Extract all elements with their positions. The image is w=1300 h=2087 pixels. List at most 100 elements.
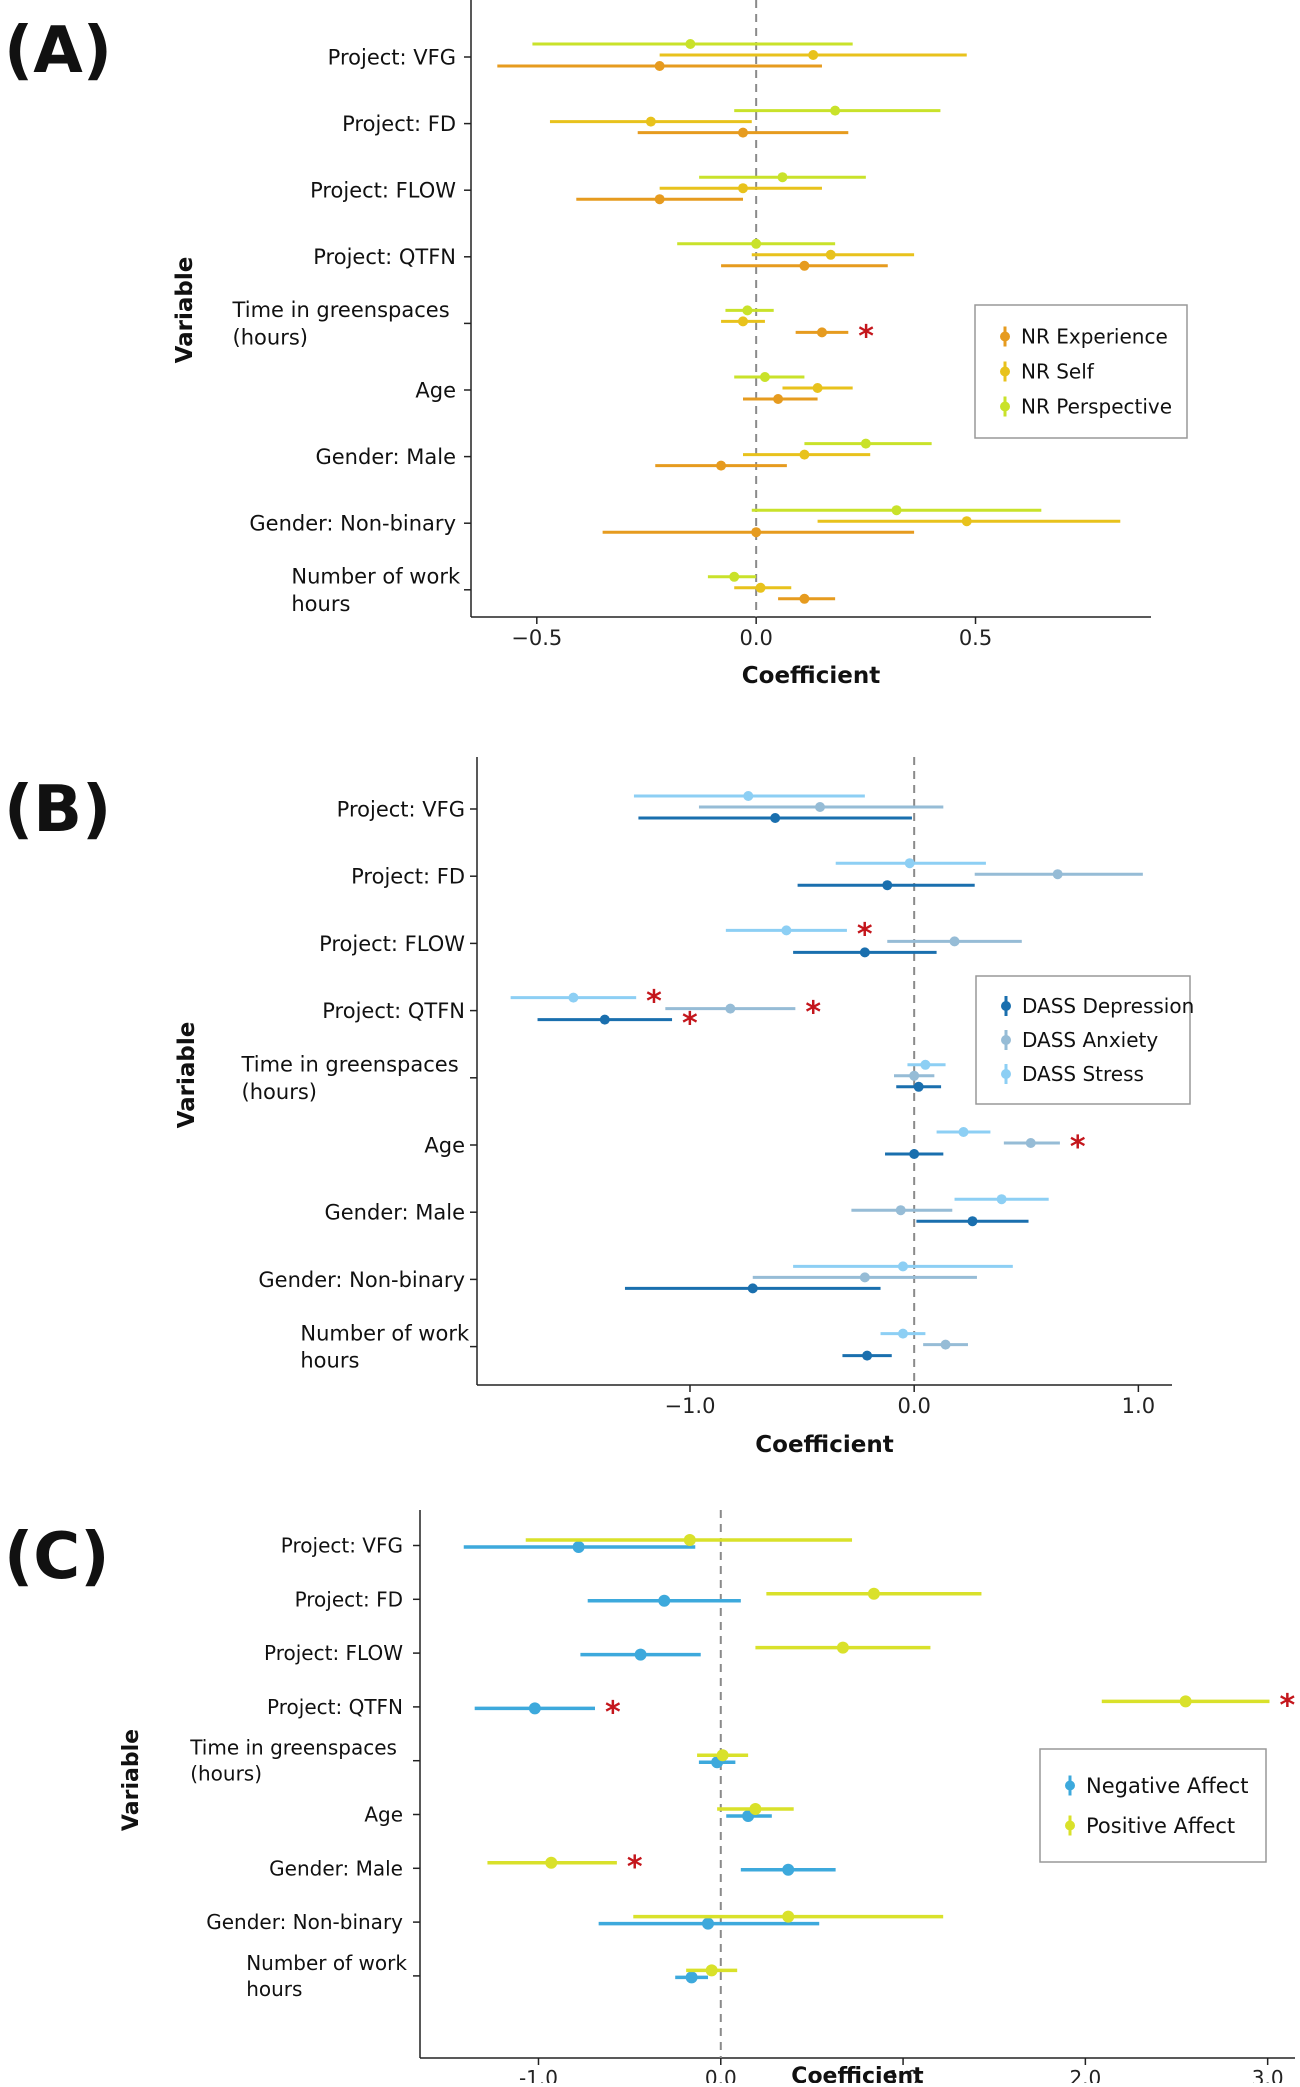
legend-box bbox=[1039, 1748, 1267, 1863]
legend-key-point bbox=[1000, 331, 1010, 342]
y-tick-label-line: Project: FLOW bbox=[310, 179, 456, 203]
point-estimate bbox=[685, 39, 696, 49]
y-tick-label-line: Age bbox=[364, 1803, 403, 1827]
point-estimate bbox=[830, 105, 841, 116]
point-estimate bbox=[815, 802, 826, 812]
point-estimate bbox=[904, 858, 915, 869]
point-estimate bbox=[799, 260, 810, 271]
x-axis-title: Coefficient bbox=[742, 663, 880, 689]
y-tick-label: Project: VFG bbox=[337, 797, 465, 821]
y-tick-label-line: Time in greenspaces bbox=[232, 298, 450, 322]
point-estimate bbox=[742, 305, 753, 316]
y-tick-label-line: hours bbox=[291, 592, 350, 616]
point-estimate bbox=[545, 1856, 558, 1869]
point-estimate bbox=[859, 1272, 870, 1283]
y-tick-label-line: Gender: Non-binary bbox=[249, 512, 456, 536]
point-estimate bbox=[920, 1059, 931, 1070]
legend-box bbox=[974, 304, 1188, 439]
y-tick-label-line: Gender: Male bbox=[324, 1201, 465, 1225]
x-tick-label: -1.0 bbox=[519, 2066, 558, 2083]
y-tick-label: Project: FLOW bbox=[310, 179, 456, 203]
y-tick-label-line: hours bbox=[300, 1349, 359, 1373]
point-estimate bbox=[1025, 1138, 1036, 1148]
y-tick-label-line: Project: VFG bbox=[337, 797, 465, 821]
legend-entry: NR Self bbox=[1021, 360, 1095, 384]
point-estimate bbox=[685, 1971, 698, 1984]
y-tick-label-line: Project: FD bbox=[342, 112, 456, 136]
point-estimate bbox=[867, 1587, 880, 1600]
point-estimate bbox=[913, 1081, 924, 1092]
x-tick-label: 3.0 bbox=[1252, 2066, 1284, 2083]
point-estimate bbox=[654, 194, 665, 205]
point-estimate bbox=[895, 1205, 906, 1216]
y-tick-label-line: hours bbox=[246, 1977, 302, 2001]
y-tick-label: Gender: Non-binary bbox=[206, 1910, 403, 1934]
y-tick-label: Number of work hours bbox=[300, 1321, 470, 1372]
significance-star: * bbox=[1279, 1688, 1295, 1723]
x-tick-label: 0.0 bbox=[897, 1394, 930, 1418]
x-tick-label: 0.0 bbox=[705, 2066, 737, 2083]
x-tick-label: −0.5 bbox=[511, 626, 562, 650]
significance-star: * bbox=[646, 985, 662, 1020]
y-tick-label: Gender: Non-binary bbox=[258, 1268, 465, 1292]
point-estimate bbox=[961, 516, 972, 527]
x-tick-label: 0.5 bbox=[959, 626, 992, 650]
point-estimate bbox=[755, 582, 766, 593]
y-tick-label-line: Project: FLOW bbox=[319, 932, 465, 956]
y-tick-label-line: Time in greenspaces bbox=[241, 1053, 459, 1077]
panel-label: (A) bbox=[4, 14, 112, 88]
x-tick-label: 1.0 bbox=[887, 2066, 919, 2083]
point-estimate bbox=[658, 1594, 671, 1607]
point-estimate bbox=[725, 1003, 736, 1014]
y-tick-label-line: Number of work bbox=[246, 1951, 407, 1975]
significance-star: * bbox=[857, 917, 873, 952]
point-estimate bbox=[949, 936, 960, 947]
significance-star: * bbox=[682, 1007, 698, 1042]
y-tick-label: Project: VFG bbox=[328, 45, 456, 69]
point-estimate bbox=[751, 238, 762, 249]
y-axis-title: Variable bbox=[119, 1729, 144, 1831]
significance-star: * bbox=[858, 319, 874, 354]
point-estimate bbox=[738, 316, 748, 327]
legend-entry: Positive Affect bbox=[1086, 1814, 1235, 1838]
point-estimate bbox=[716, 1749, 729, 1762]
point-estimate bbox=[528, 1702, 541, 1715]
y-tick-label-line: (hours) bbox=[242, 1080, 317, 1104]
point-estimate bbox=[645, 116, 656, 127]
significance-star: * bbox=[1070, 1130, 1086, 1165]
legend-key-point bbox=[1001, 1069, 1011, 1079]
panel-label: (C) bbox=[4, 1520, 109, 1594]
y-tick-label: Number of work hours bbox=[291, 565, 461, 616]
point-estimate bbox=[599, 1014, 610, 1025]
x-tick-label: 1.0 bbox=[1122, 1394, 1155, 1418]
y-tick-label: Gender: Male bbox=[269, 1856, 403, 1880]
point-estimate bbox=[743, 791, 754, 801]
legend-key-point bbox=[1065, 1780, 1075, 1791]
point-estimate bbox=[770, 813, 781, 823]
point-estimate bbox=[799, 449, 810, 460]
point-estimate bbox=[782, 1910, 795, 1923]
point-estimate bbox=[859, 947, 870, 958]
y-tick-label: Age bbox=[364, 1803, 403, 1827]
y-tick-label-line: Project: VFG bbox=[328, 45, 456, 69]
panel-label: (B) bbox=[4, 773, 111, 847]
point-estimate bbox=[812, 383, 823, 393]
legend-entry: DASS Stress bbox=[1022, 1062, 1144, 1086]
y-tick-label: Project: FLOW bbox=[264, 1641, 403, 1665]
y-tick-label: Project: FD bbox=[342, 112, 456, 136]
y-tick-label: Project: VFG bbox=[281, 1534, 403, 1558]
y-tick-label: Age bbox=[415, 378, 456, 402]
point-estimate bbox=[862, 1350, 873, 1361]
y-tick-label-line: Project: FD bbox=[295, 1587, 403, 1611]
panel-a: (A) −0.5 0.0 0.5 Coefficient Variable Project:… bbox=[4, 0, 1188, 689]
point-estimate bbox=[816, 327, 827, 338]
y-tick-label: Gender: Non-binary bbox=[249, 512, 456, 536]
legend-key-point bbox=[1000, 366, 1010, 377]
point-estimate bbox=[759, 372, 770, 382]
y-tick-label-line: Gender: Non-binary bbox=[258, 1268, 465, 1292]
point-estimate bbox=[996, 1194, 1007, 1205]
legend-key-point bbox=[1000, 401, 1010, 412]
y-tick-label: Time in greenspaces (hours) bbox=[189, 1736, 397, 1786]
y-tick-label-line: Age bbox=[424, 1133, 465, 1157]
